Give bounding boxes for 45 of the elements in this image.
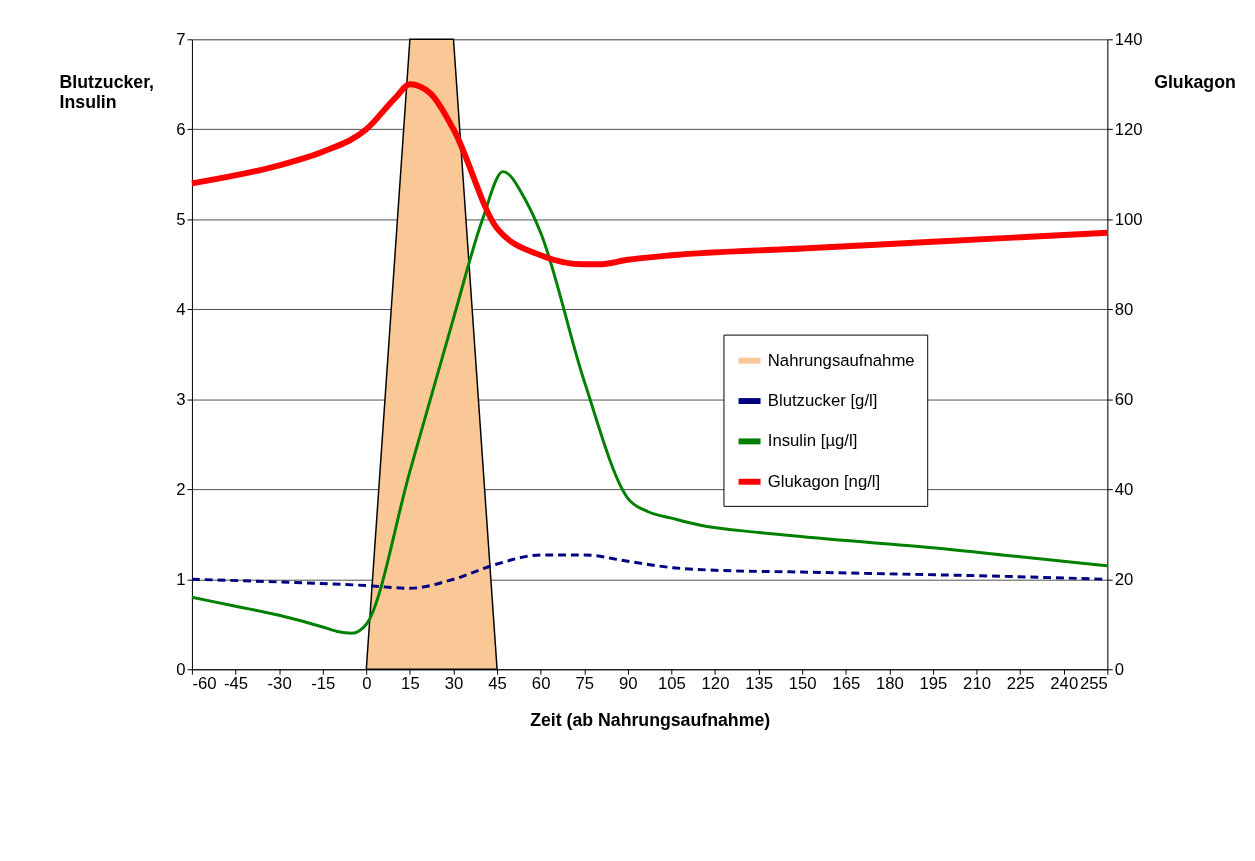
x-tick-label: 45 [488,674,507,694]
x-tick-label: 255 [1079,674,1108,694]
x-axis-title: Zeit (ab Nahrungsaufnahme) [530,709,771,730]
y-tick-label: 7 [176,29,186,49]
x-tick-label: 75 [575,674,595,694]
x-tick-label: -30 [267,674,292,694]
y-tick-label: 4 [176,299,186,319]
y-tick-label: 6 [176,119,186,139]
x-tick-label: 30 [444,674,464,694]
x-tick-label: 195 [919,674,948,694]
x-tick-label: 225 [1006,674,1035,694]
legend-label: Insulin [µg/l] [767,431,858,451]
x-tick-label: 150 [788,674,817,694]
y-tick-label: 1 [176,569,186,589]
x-tick-label: 90 [619,674,638,694]
y2-tick-label: 40 [1114,479,1134,499]
x-tick-label: 60 [531,674,551,694]
y2-tick-label: 100 [1114,209,1143,229]
x-tick-label: 135 [745,674,774,694]
y-tick-label: 0 [176,659,186,679]
x-tick-label: 240 [1050,674,1079,694]
legend-label: Glukagon [ng/l] [767,471,881,491]
y2-tick-label: 0 [1114,659,1125,679]
x-tick-label: 120 [701,674,730,694]
x-tick-label: -60 [192,674,217,694]
y-tick-label: 2 [176,479,186,499]
y2-tick-label: 140 [1114,29,1143,49]
x-tick-label: -15 [311,674,336,694]
y2-tick-label: 20 [1114,569,1134,589]
y-tick-label: 3 [176,389,186,409]
y2-tick-label: 60 [1114,389,1134,409]
x-tick-label: 210 [963,674,992,694]
legend-label: Blutzucker [g/l] [767,390,878,410]
legend-label: Nahrungsaufnahme [767,350,915,370]
x-tick-label: 15 [401,674,420,694]
x-tick-label: 0 [362,674,372,694]
y-axis-title: Blutzucker, Insulin [59,72,154,112]
x-tick-label: -45 [223,674,249,694]
y2-tick-label: 80 [1114,299,1134,319]
x-tick-label: 180 [875,674,904,694]
x-tick-label: 165 [832,674,861,694]
y2-tick-label: 120 [1114,119,1143,139]
y-tick-label: 5 [176,209,186,229]
x-tick-label: 105 [657,674,686,694]
y2-axis-title: Glukagon [1154,72,1236,93]
